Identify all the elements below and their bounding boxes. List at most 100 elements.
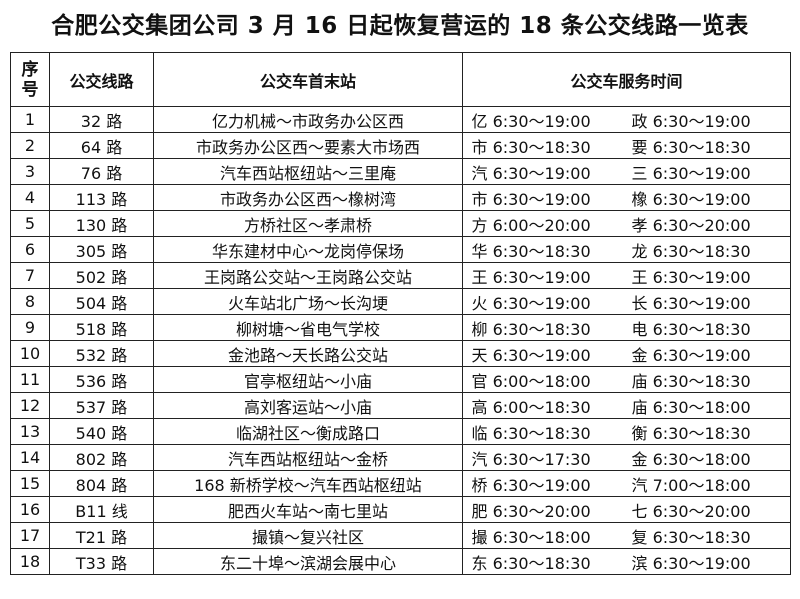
cell-service-time: 市 6:30～18:30 要 6:30～18:30 xyxy=(462,132,791,159)
header-route: 公交线路 xyxy=(49,52,154,107)
cell-stations: 华东建材中心～龙岗停保场 xyxy=(153,236,463,263)
cell-index: 6 xyxy=(10,236,50,263)
table-row: 17 T21 路撮镇～复兴社区撮 6:30～18:00 复 6:30～18:30 xyxy=(10,522,791,549)
service-time-end-terminal: 政 6:30～19:00 xyxy=(631,111,751,131)
header-index: 序号 xyxy=(10,52,50,107)
table-row: 16 B11 线肥西火车站～南七里站肥 6:30～20:00 七 6:30～20:0… xyxy=(10,496,791,523)
cell-stations: 火车站北广场～长沟埂 xyxy=(153,288,463,315)
cell-route: 113 路 xyxy=(49,184,154,211)
service-time-start-terminal: 柳 6:30～18:30 xyxy=(471,319,591,339)
cell-stations: 汽车西站枢纽站～三里庵 xyxy=(153,158,463,185)
cell-stations: 柳树塘～省电气学校 xyxy=(153,314,463,341)
cell-service-time: 东 6:30～18:30 滨 6:30～19:00 xyxy=(462,548,791,575)
service-time-start-terminal: 华 6:30～18:30 xyxy=(471,241,591,261)
cell-service-time: 亿 6:30～19:00 政 6:30～19:00 xyxy=(462,106,791,133)
table-row: 5 130 路方桥社区～孝肃桥方 6:00～20:00 孝 6:30～20:00 xyxy=(10,210,791,237)
table-row: 14 802 路汽车西站枢纽站～金桥汽 6:30～17:30 金 6:30～18:0… xyxy=(10,444,791,471)
cell-stations: 金池路～天长路公交站 xyxy=(153,340,463,367)
cell-route: 537 路 xyxy=(49,392,154,419)
service-time-start-terminal: 市 6:30～18:30 xyxy=(471,137,591,157)
cell-service-time: 方 6:00～20:00 孝 6:30～20:00 xyxy=(462,210,791,237)
cell-index: 16 xyxy=(10,496,50,523)
cell-index: 2 xyxy=(10,132,50,159)
cell-index: 14 xyxy=(10,444,50,471)
cell-service-time: 汽 6:30～17:30 金 6:30～18:00 xyxy=(462,444,791,471)
cell-stations: 168 新桥学校～汽车西站枢纽站 xyxy=(153,470,463,497)
cell-index: 13 xyxy=(10,418,50,445)
cell-stations: 汽车西站枢纽站～金桥 xyxy=(153,444,463,471)
cell-route: 804 路 xyxy=(49,470,154,497)
cell-route: 76 路 xyxy=(49,158,154,185)
table-row: 8 504 路火车站北广场～长沟埂火 6:30～19:00 长 6:30～19:00 xyxy=(10,288,791,315)
cell-index: 5 xyxy=(10,210,50,237)
cell-service-time: 临 6:30～18:30 衡 6:30～18:30 xyxy=(462,418,791,445)
cell-route: 32 路 xyxy=(49,106,154,133)
cell-index: 4 xyxy=(10,184,50,211)
service-time-end-terminal: 三 6:30～19:00 xyxy=(631,163,751,183)
table-row: 6 305 路华东建材中心～龙岗停保场华 6:30～18:30 龙 6:30～18:… xyxy=(10,236,791,263)
cell-service-time: 王 6:30～19:00 王 6:30～19:00 xyxy=(462,262,791,289)
cell-index: 17 xyxy=(10,522,50,549)
service-time-start-terminal: 天 6:30～19:00 xyxy=(471,345,591,365)
header-service-time: 公交车服务时间 xyxy=(462,52,791,107)
cell-stations: 高刘客运站～小庙 xyxy=(153,392,463,419)
table-row: 2 64 路市政务办公区西～要素大市场西市 6:30～18:30 要 6:30～18… xyxy=(10,132,791,159)
service-time-end-terminal: 金 6:30～19:00 xyxy=(631,345,751,365)
table-row: 10 532 路金池路～天长路公交站天 6:30～19:00 金 6:30～19:0… xyxy=(10,340,791,367)
service-time-start-terminal: 火 6:30～19:00 xyxy=(471,293,591,313)
service-time-end-terminal: 七 6:30～20:00 xyxy=(631,501,751,521)
cell-index: 7 xyxy=(10,262,50,289)
cell-index: 8 xyxy=(10,288,50,315)
service-time-end-terminal: 庙 6:30～18:30 xyxy=(631,371,751,391)
service-time-end-terminal: 电 6:30～18:30 xyxy=(631,319,751,339)
cell-route: 305 路 xyxy=(49,236,154,263)
service-time-end-terminal: 滨 6:30～19:00 xyxy=(631,553,751,573)
cell-stations: 王岗路公交站～王岗路公交站 xyxy=(153,262,463,289)
cell-service-time: 天 6:30～19:00 金 6:30～19:00 xyxy=(462,340,791,367)
cell-service-time: 汽 6:30～19:00 三 6:30～19:00 xyxy=(462,158,791,185)
cell-service-time: 肥 6:30～20:00 七 6:30～20:00 xyxy=(462,496,791,523)
service-time-start-terminal: 高 6:00～18:30 xyxy=(471,397,591,417)
cell-route: T33 路 xyxy=(49,548,154,575)
service-time-start-terminal: 汽 6:30～19:00 xyxy=(471,163,591,183)
cell-route: 536 路 xyxy=(49,366,154,393)
cell-service-time: 撮 6:30～18:00 复 6:30～18:30 xyxy=(462,522,791,549)
service-time-end-terminal: 金 6:30～18:00 xyxy=(631,449,751,469)
table-row: 12 537 路高刘客运站～小庙高 6:00～18:30 庙 6:30～18:00 xyxy=(10,392,791,419)
service-time-start-terminal: 汽 6:30～17:30 xyxy=(471,449,591,469)
service-time-end-terminal: 要 6:30～18:30 xyxy=(631,137,751,157)
cell-index: 15 xyxy=(10,470,50,497)
service-time-start-terminal: 王 6:30～19:00 xyxy=(471,267,591,287)
page-title: 合肥公交集团公司 3 月 16 日起恢复营运的 18 条公交线路一览表 xyxy=(51,13,749,39)
service-time-start-terminal: 肥 6:30～20:00 xyxy=(471,501,591,521)
cell-index: 11 xyxy=(10,366,50,393)
cell-service-time: 官 6:00～18:00 庙 6:30～18:30 xyxy=(462,366,791,393)
cell-route: 130 路 xyxy=(49,210,154,237)
cell-route: 518 路 xyxy=(49,314,154,341)
table-row: 1 32 路亿力机械～市政务办公区西亿 6:30～19:00 政 6:30～19:0… xyxy=(10,106,791,133)
cell-stations: 官亭枢纽站～小庙 xyxy=(153,366,463,393)
table-row: 7 502 路王岗路公交站～王岗路公交站王 6:30～19:00 王 6:30～19… xyxy=(10,262,791,289)
cell-route: 64 路 xyxy=(49,132,154,159)
cell-stations: 肥西火车站～南七里站 xyxy=(153,496,463,523)
cell-service-time: 华 6:30～18:30 龙 6:30～18:30 xyxy=(462,236,791,263)
service-time-end-terminal: 橡 6:30～19:00 xyxy=(631,189,751,209)
service-time-start-terminal: 方 6:00～20:00 xyxy=(471,215,591,235)
service-time-end-terminal: 长 6:30～19:00 xyxy=(631,293,751,313)
cell-stations: 临湖社区～衡成路口 xyxy=(153,418,463,445)
cell-stations: 东二十埠～滨湖会展中心 xyxy=(153,548,463,575)
service-time-start-terminal: 东 6:30～18:30 xyxy=(471,553,591,573)
service-time-end-terminal: 汽 7:00～18:00 xyxy=(631,475,751,495)
table-row: 11 536 路官亭枢纽站～小庙官 6:00～18:00 庙 6:30～18:30 xyxy=(10,366,791,393)
cell-route: 504 路 xyxy=(49,288,154,315)
cell-service-time: 市 6:30～19:00 橡 6:30～19:00 xyxy=(462,184,791,211)
table-row: 3 76 路汽车西站枢纽站～三里庵汽 6:30～19:00 三 6:30～19:00 xyxy=(10,158,791,185)
cell-index: 18 xyxy=(10,548,50,575)
table-header-row: 序号 公交线路 公交车首末站 公交车服务时间 xyxy=(10,52,791,107)
table-row: 9 518 路柳树塘～省电气学校柳 6:30～18:30 电 6:30～18:30 xyxy=(10,314,791,341)
table-row: 4 113 路市政务办公区西～橡树湾市 6:30～19:00 橡 6:30～19:0… xyxy=(10,184,791,211)
cell-stations: 市政务办公区西～要素大市场西 xyxy=(153,132,463,159)
cell-stations: 方桥社区～孝肃桥 xyxy=(153,210,463,237)
cell-stations: 市政务办公区西～橡树湾 xyxy=(153,184,463,211)
cell-route: 802 路 xyxy=(49,444,154,471)
